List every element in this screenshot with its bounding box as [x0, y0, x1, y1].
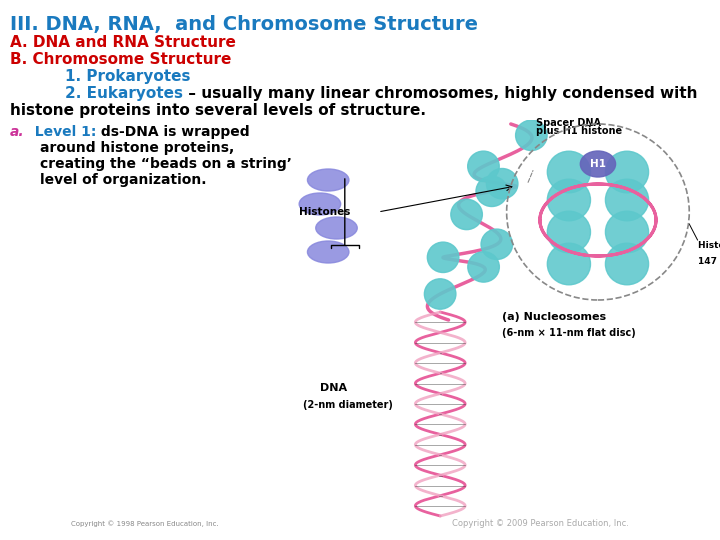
Text: – usually many linear chromosomes, highly condensed with: – usually many linear chromosomes, highl…: [183, 86, 698, 101]
Ellipse shape: [580, 151, 616, 177]
Text: a.: a.: [10, 125, 24, 139]
Ellipse shape: [299, 193, 341, 215]
Text: Histones: Histones: [299, 207, 351, 217]
Text: Level 1:: Level 1:: [24, 125, 96, 139]
Text: Copyright © 2009 Pearson Education, Inc.: Copyright © 2009 Pearson Education, Inc.: [451, 519, 629, 528]
Text: creating the “beads on a string’: creating the “beads on a string’: [40, 157, 292, 171]
Circle shape: [547, 151, 590, 193]
Circle shape: [547, 211, 590, 253]
Circle shape: [468, 252, 500, 282]
Text: (a) Nucleosomes: (a) Nucleosomes: [503, 312, 607, 322]
Text: 147 base pairs of DNA: 147 base pairs of DNA: [698, 257, 720, 266]
Text: histone proteins into several levels of structure.: histone proteins into several levels of …: [10, 103, 426, 118]
Circle shape: [424, 279, 456, 309]
Text: Histone octamer plus: Histone octamer plus: [698, 241, 720, 250]
Text: Copyright © 1998 Pearson Education, Inc.: Copyright © 1998 Pearson Education, Inc.: [71, 520, 219, 526]
Text: (a): (a): [18, 277, 34, 287]
Circle shape: [606, 151, 649, 193]
Circle shape: [451, 199, 482, 230]
Text: A. DNA and RNA Structure: A. DNA and RNA Structure: [10, 35, 236, 50]
Text: ds-DNA is wrapped: ds-DNA is wrapped: [96, 125, 250, 139]
Text: B. Chromosome Structure: B. Chromosome Structure: [10, 52, 231, 67]
Ellipse shape: [316, 217, 357, 239]
Circle shape: [606, 179, 649, 221]
Text: Spacer DNA: Spacer DNA: [536, 118, 600, 128]
Circle shape: [547, 243, 590, 285]
Text: H1: H1: [590, 159, 606, 169]
Ellipse shape: [307, 241, 349, 263]
Circle shape: [468, 151, 499, 181]
Text: plus H1 histone: plus H1 histone: [536, 126, 622, 136]
Ellipse shape: [307, 169, 349, 191]
Text: 1. Prokaryotes: 1. Prokaryotes: [65, 69, 191, 84]
Text: around histone proteins,: around histone proteins,: [40, 141, 234, 155]
Text: 2. Eukaryotes: 2. Eukaryotes: [65, 86, 183, 101]
Circle shape: [606, 243, 649, 285]
Circle shape: [476, 176, 508, 206]
Circle shape: [606, 211, 649, 253]
Circle shape: [516, 120, 547, 151]
Text: 100 nm: 100 nm: [160, 481, 194, 490]
Circle shape: [428, 242, 459, 273]
Text: (6-nm × 11-nm flat disc): (6-nm × 11-nm flat disc): [503, 328, 636, 338]
Circle shape: [487, 168, 518, 199]
Circle shape: [481, 229, 513, 260]
Text: (2-nm diameter): (2-nm diameter): [303, 400, 393, 410]
Text: level of organization.: level of organization.: [40, 173, 207, 187]
Circle shape: [547, 179, 590, 221]
Text: III. DNA, RNA,  and Chromosome Structure: III. DNA, RNA, and Chromosome Structure: [10, 15, 478, 34]
Text: DNA: DNA: [320, 383, 347, 393]
